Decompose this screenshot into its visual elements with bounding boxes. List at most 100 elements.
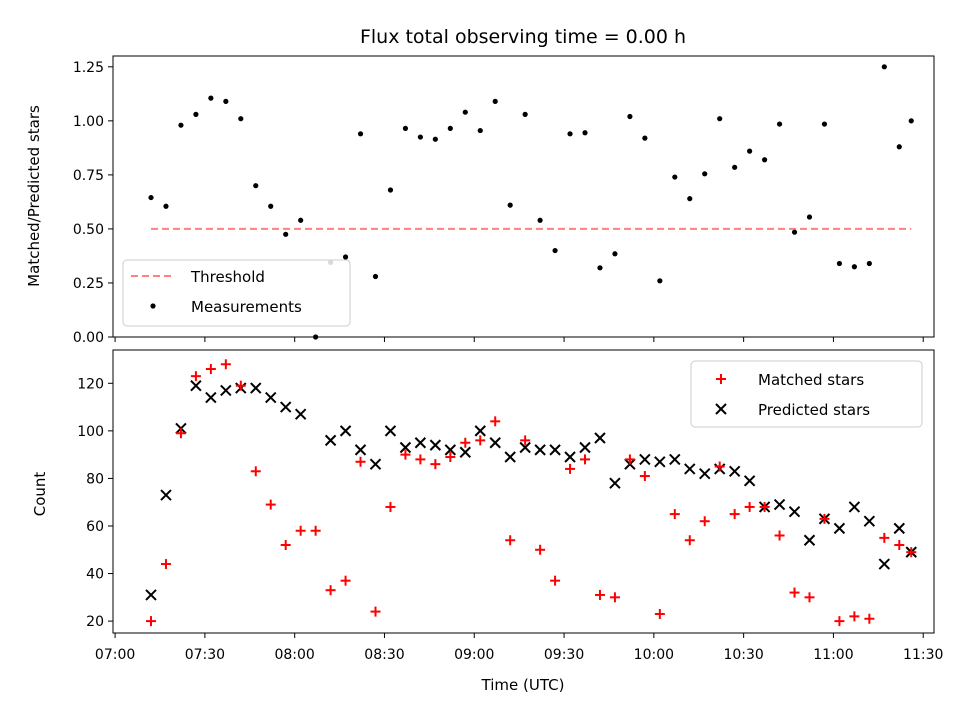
predicted-point xyxy=(265,391,277,404)
predicted-point xyxy=(369,458,382,470)
measurement-point xyxy=(567,131,573,137)
matched-point xyxy=(580,454,591,465)
top-y-axis-label: Matched/Predicted stars xyxy=(25,105,43,287)
predicted-point xyxy=(504,451,516,463)
predicted-point xyxy=(384,425,397,437)
measurement-point xyxy=(896,144,902,150)
top-x-axis-ticks xyxy=(114,337,924,342)
matched-point xyxy=(624,454,635,465)
x-tick-label: 09:30 xyxy=(544,647,584,663)
matched-point xyxy=(505,535,516,546)
predicted-point xyxy=(459,446,471,458)
predicted-point xyxy=(609,477,621,489)
measurement-point xyxy=(432,136,438,142)
measurement-point xyxy=(791,229,798,235)
measurement-points-layer xyxy=(148,64,914,340)
top-y-tick-label: 0.75 xyxy=(73,168,104,184)
measurement-point xyxy=(657,278,663,284)
measurement-point xyxy=(402,125,409,132)
matched-point xyxy=(774,530,785,541)
matched-point xyxy=(265,499,276,510)
measurement-point xyxy=(253,183,259,189)
matched-point xyxy=(325,585,336,596)
measurement-point xyxy=(806,214,813,220)
measurement-point xyxy=(507,202,513,208)
measurement-point xyxy=(627,113,633,120)
bottom-y-axis-ticks: 20 40 60 80 100 120 xyxy=(77,376,113,630)
measurement-point xyxy=(522,111,528,117)
measurement-point xyxy=(537,217,543,223)
measurement-point xyxy=(747,148,753,154)
matched-point xyxy=(160,559,171,570)
predicted-point xyxy=(594,432,606,444)
matched-point xyxy=(250,466,261,477)
predicted-point xyxy=(160,489,172,501)
measurement-point xyxy=(163,203,169,209)
measurement-point xyxy=(268,203,274,209)
matched-point xyxy=(190,371,201,382)
measurement-point xyxy=(462,109,468,115)
top-y-tick-label: 0.50 xyxy=(73,222,104,238)
bottom-y-tick-label: 20 xyxy=(86,614,104,630)
matched-point xyxy=(146,616,157,627)
predicted-point xyxy=(399,441,412,454)
matched-point xyxy=(385,501,396,512)
matched-point xyxy=(220,359,231,370)
predicted-point xyxy=(728,465,741,477)
matched-point xyxy=(475,435,486,446)
bottom-legend-box xyxy=(690,360,923,428)
predicted-point xyxy=(743,475,756,487)
matched-point xyxy=(906,547,917,558)
matched-point xyxy=(834,616,845,627)
legend-matched-label: Matched stars xyxy=(758,371,864,389)
measurement-point xyxy=(447,125,453,132)
bottom-legend: Matched stars Predicted stars xyxy=(690,360,923,428)
predicted-point xyxy=(639,453,651,466)
x-tick-label: 09:00 xyxy=(454,647,494,663)
top-y-tick-label: 1.25 xyxy=(73,60,104,76)
matched-point xyxy=(550,575,561,586)
predicted-point xyxy=(190,379,202,392)
matched-point xyxy=(415,454,426,465)
matched-point xyxy=(490,416,501,427)
measurement-point xyxy=(851,264,857,270)
top-y-tick-label: 1.00 xyxy=(73,114,104,130)
predicted-point xyxy=(414,437,427,449)
top-legend: Threshold Measurements xyxy=(122,259,351,327)
matched-point xyxy=(370,606,381,617)
predicted-point xyxy=(878,558,891,570)
matched-point xyxy=(864,613,875,624)
measurement-point xyxy=(908,118,914,124)
predicted-point xyxy=(519,441,531,454)
measurement-point xyxy=(582,130,588,136)
predicted-point xyxy=(339,425,352,437)
legend-matched-swatch xyxy=(716,374,726,384)
matched-point xyxy=(819,513,830,524)
predicted-point xyxy=(669,453,681,466)
top-y-tick-label: 0.00 xyxy=(73,330,104,346)
matched-point xyxy=(804,592,815,603)
matched-point xyxy=(340,575,351,586)
measurement-point xyxy=(372,273,379,280)
matched-point xyxy=(639,471,650,482)
x-tick-label: 08:00 xyxy=(274,647,314,663)
measurement-point xyxy=(881,64,887,70)
top-plot-frame xyxy=(112,55,935,338)
bottom-y-axis-label: Count xyxy=(31,472,49,517)
matched-point xyxy=(205,364,216,375)
predicted-point xyxy=(250,382,262,394)
measurement-point xyxy=(612,251,618,257)
top-plot-area: 0.00 0.25 0.50 0.75 1.00 1.25 Matched/Predict… xyxy=(25,55,935,346)
top-y-axis-ticks: 0.00 0.25 0.50 0.75 1.00 1.25 xyxy=(73,60,113,346)
measurement-point xyxy=(702,171,708,177)
predicted-point xyxy=(863,515,876,527)
predicted-point xyxy=(279,401,292,413)
matched-point xyxy=(654,608,665,619)
matched-point xyxy=(714,461,725,472)
matched-point xyxy=(849,611,860,622)
measurement-point xyxy=(298,217,304,223)
measurement-point xyxy=(477,127,483,134)
matched-point xyxy=(400,449,411,460)
